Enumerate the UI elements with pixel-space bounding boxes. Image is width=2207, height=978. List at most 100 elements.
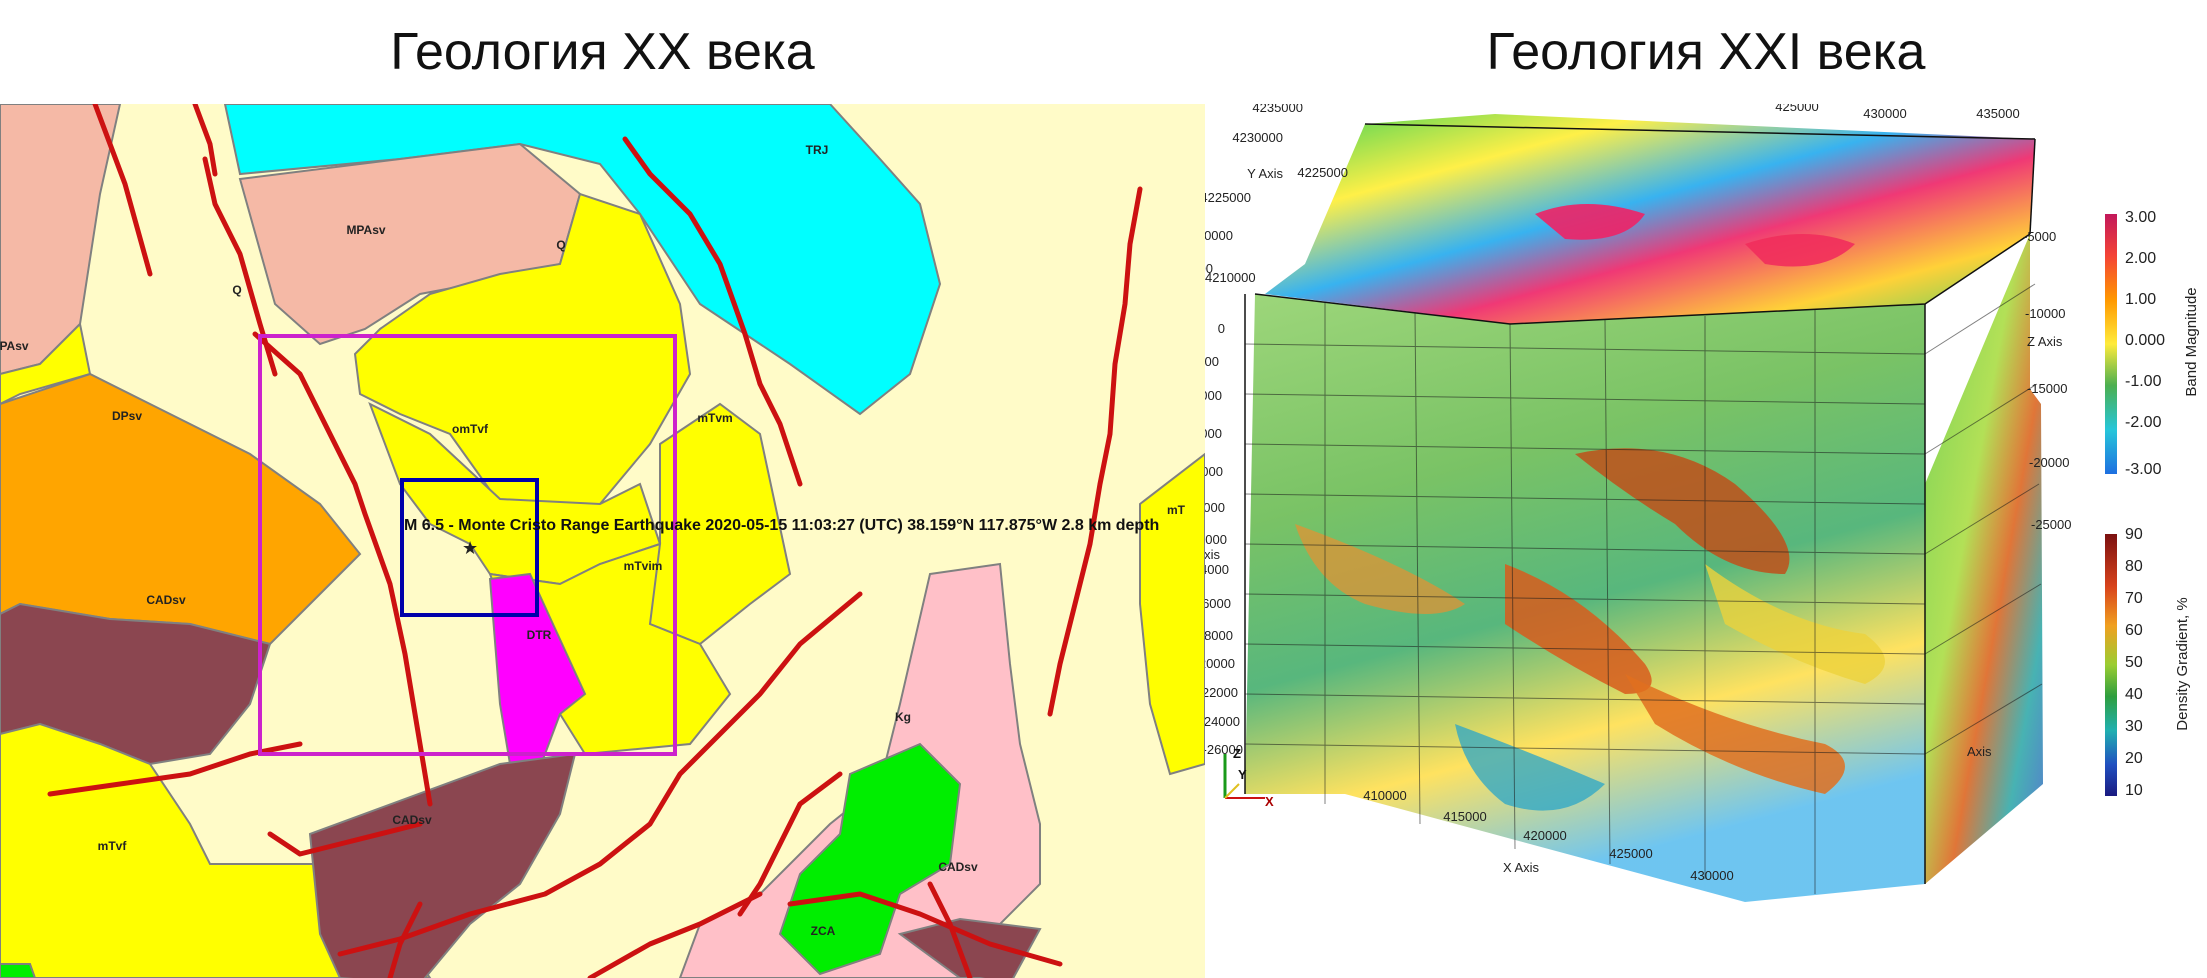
anomaly-body (1705, 564, 1885, 684)
unit-label: CADsv (146, 593, 186, 607)
z-tick-label: -20000 (1205, 656, 1235, 671)
band-tick: 2.00 (2125, 250, 2156, 267)
unit-label: mTvm (697, 411, 732, 425)
unit-kg (778, 742, 962, 976)
density-tick: 50 (2125, 654, 2143, 671)
z-tick-label: -2000 (1205, 354, 1219, 369)
unit-label: CADsv (392, 813, 432, 827)
x-tick-label: 425000 (1609, 846, 1652, 861)
y-axis-label: Y Axis (1247, 166, 1283, 181)
right-z-tick-label: -25000 (2031, 517, 2071, 532)
z-tick-label: -26000 (1205, 742, 1243, 757)
right-z-tick-label: -10000 (2025, 306, 2065, 321)
volume-front-face (1245, 294, 1925, 902)
density-gradient-colorbar (2105, 534, 2117, 796)
right-z-tick-label: -15000 (2027, 381, 2067, 396)
top-x-tick-label: 435000 (1976, 106, 2019, 121)
z-tick-label: -16000 (1205, 596, 1231, 611)
z-tick-label: -14000 (1205, 562, 1229, 577)
band-tick: -3.00 (2125, 461, 2162, 478)
orientation-widget: Z Y X (1223, 746, 1274, 809)
density-tick: 60 (2125, 622, 2143, 639)
density-tick: 20 (2125, 750, 2143, 767)
band-tick: 1.00 (2125, 291, 2156, 308)
y-tick-label: 4215000 (1205, 261, 1213, 276)
fault-lines (47, 104, 1143, 978)
orientation-z-label: Z (1233, 746, 1241, 761)
anomaly-body (1625, 674, 1845, 794)
unit-label: Q (556, 238, 565, 252)
band-magnitude-label: Band Magnitude (2183, 287, 2200, 396)
y-tick-label: 4210000 (1205, 270, 1256, 285)
top-x-tick-label: 430000 (1863, 106, 1906, 121)
band-tick: -2.00 (2125, 414, 2162, 431)
unit-label: CADsv (938, 860, 978, 874)
y-tick-label: 4220000 (1205, 228, 1233, 243)
density-tick: 90 (2125, 526, 2143, 543)
unit-label: TRJ (806, 143, 829, 157)
x-tick-label: 415000 (1443, 809, 1486, 824)
volume-side-face (1925, 234, 2043, 884)
unit-cadsv-right (897, 917, 1042, 978)
band-tick: 0.000 (2125, 332, 2165, 349)
volume-edges (1244, 123, 2036, 884)
y-tick-label: 4225000 (1297, 165, 1348, 180)
x-axis-label: X Axis (1503, 860, 1540, 875)
density-tick: 10 (2125, 782, 2143, 799)
z-axis-label: Z Axis (1205, 547, 1220, 562)
z-tick-label: -4000 (1205, 388, 1222, 403)
band-tick: 3.00 (2125, 209, 2156, 226)
y-tick-label: 4230000 (1232, 130, 1283, 145)
unit-label: omTvf (452, 422, 489, 436)
earthquake-label: M 6.5 - Monte Cristo Range Earthquake 20… (404, 517, 1159, 534)
right-panel-title: Геология XXI века (1486, 23, 1926, 81)
z-tick-label: -6000 (1205, 426, 1222, 441)
band-magnitude-colorbar (2105, 214, 2117, 474)
right-z-label: Z Axis (2027, 334, 2063, 349)
z-tick-label: -10000 (1205, 500, 1225, 515)
right-z-tick-label: -5000 (2023, 229, 2056, 244)
right-z-tick-label: -20000 (2029, 455, 2069, 470)
x-tick-label: 420000 (1523, 828, 1566, 843)
unit-label: MPAsv (346, 223, 385, 237)
density-gradient-label: Density Gradient, % (2174, 597, 2191, 730)
unit-label: DPsv (112, 409, 142, 423)
inner-study-box (400, 478, 539, 617)
unit-label: mT (1167, 503, 1186, 517)
top-x-tick-label: 425000 (1775, 104, 1818, 114)
geologic-map: ★ TRJ MPAsv Q Q PAsv DPsv omTvf mTvm mT … (0, 104, 1205, 978)
z-tick-label: -18000 (1205, 628, 1233, 643)
density-tick: 80 (2125, 558, 2143, 575)
density-tick: 40 (2125, 686, 2143, 703)
volume-render: 4235000 4230000 4225000 4220000 4215000 … (1205, 104, 2200, 902)
z-tick-label: -22000 (1205, 685, 1238, 700)
volume-top-face (1265, 114, 2035, 324)
unit-label: DTR (527, 628, 552, 642)
anomaly-body (1295, 524, 1465, 614)
density-tick: 70 (2125, 590, 2143, 607)
outer-study-box (258, 334, 677, 756)
volume-grid (1244, 283, 2043, 894)
unit-label: ZCA (811, 924, 836, 938)
y-tick-label: 4225000 (1205, 190, 1251, 205)
unit-mt (1139, 452, 1205, 776)
unit-label: mTvf (98, 839, 128, 853)
anomaly-body (1505, 564, 1652, 694)
right-x-label: Axis (1967, 744, 1992, 759)
y-tick-label: 4235000 (1252, 104, 1303, 115)
unit-green-corner (0, 963, 37, 978)
anomaly-body (1745, 234, 1855, 267)
unit-yellow-central (353, 192, 692, 505)
x-tick-label: 410000 (1363, 788, 1406, 803)
unit-label: mTvim (624, 559, 663, 573)
z-tick-label: -8000 (1205, 464, 1223, 479)
z-tick-label: 0 (1218, 321, 1225, 336)
z-tick-label: -12000 (1205, 532, 1227, 547)
unit-label: Kg (895, 710, 911, 724)
anomaly-body (1535, 204, 1645, 240)
orientation-y-label: Y (1238, 767, 1247, 782)
unit-label: Q (232, 283, 241, 297)
unit-label: PAsv (0, 339, 29, 353)
density-tick: 30 (2125, 718, 2143, 735)
band-tick: -1.00 (2125, 373, 2162, 390)
